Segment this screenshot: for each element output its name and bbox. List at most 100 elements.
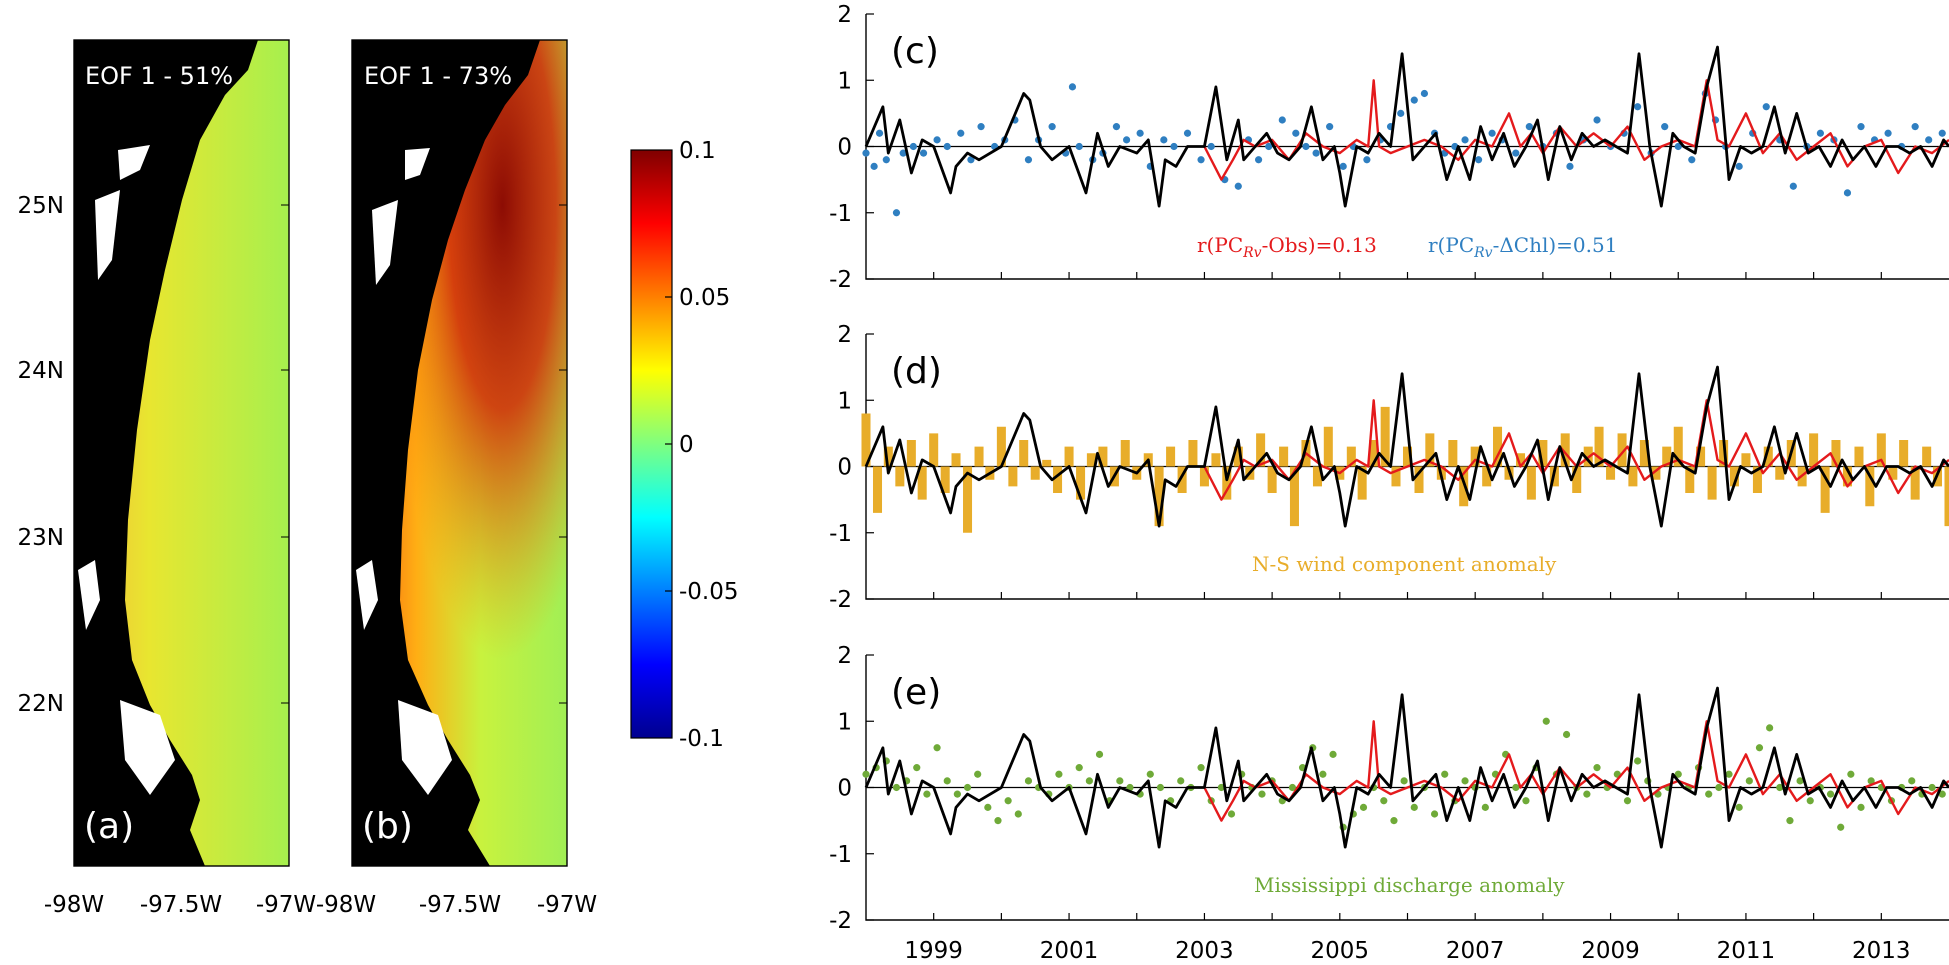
wind-bar: [1256, 433, 1266, 467]
wind-bar: [1482, 466, 1492, 487]
map-a-title: EOF 1 - 51%: [85, 62, 233, 90]
data-point: [1024, 777, 1033, 785]
data-point: [1481, 803, 1489, 811]
lon-tick-label: -97W: [537, 892, 597, 918]
map-a-lagoon-2: [95, 190, 120, 280]
data-point: [1410, 96, 1418, 104]
x-tick-label: 2001: [1040, 938, 1099, 964]
timeseries-panel-e: (e) Mississippi discharge anomaly 2 1 0 -1 -…: [829, 643, 1949, 964]
data-point: [1014, 810, 1022, 818]
data-point: [1816, 129, 1824, 137]
y-tick-label: 0: [837, 776, 852, 802]
wind-bar: [1888, 466, 1898, 480]
map-a-lat-ticks: [74, 204, 289, 704]
pc-line: [864, 45, 1949, 208]
map-b-lagoon-2: [372, 200, 398, 285]
data-point: [943, 777, 951, 785]
wind-bar: [872, 466, 883, 513]
wind-bar: [1402, 446, 1413, 467]
data-point: [984, 803, 992, 811]
wind-bar: [1053, 466, 1063, 493]
data-point: [1136, 129, 1144, 137]
wind-bar: [1594, 426, 1604, 467]
panel-c-blue-annotation: r(PCRv-ΔChl)=0.51: [1428, 233, 1617, 261]
data-point: [1197, 764, 1205, 772]
y-tick-label: -2: [829, 908, 852, 934]
wind-bar: [1729, 466, 1739, 487]
data-point: [943, 142, 951, 151]
data-point: [1911, 123, 1919, 131]
colorbar: 0.1 0.05 0 -0.05 -0.1: [630, 138, 739, 752]
annot-sub: Rv: [1473, 245, 1493, 261]
lat-tick-label: 22N: [18, 691, 64, 717]
data-point: [1075, 142, 1083, 151]
colorbar-tick-label: 0.05: [679, 285, 730, 311]
colorbar-tick-label: -0.1: [679, 726, 724, 752]
timeseries-panel-c: (c) r(PCRv-Obs)=0.13 r(PCRv-ΔChl)=0.51 2…: [829, 2, 1949, 293]
data-point: [1525, 123, 1533, 131]
data-point: [1441, 770, 1449, 778]
y-tick-label: 1: [837, 68, 852, 94]
data-point: [923, 790, 931, 798]
data-point: [1928, 783, 1936, 792]
map-b-lagoon-3: [356, 560, 378, 630]
data-point: [1776, 783, 1784, 792]
data-point: [1762, 103, 1770, 111]
data-point: [1688, 156, 1696, 164]
wind-bar: [1120, 440, 1130, 467]
lon-tick-label: -98W: [316, 892, 376, 918]
wind-bar: [1707, 466, 1717, 500]
wind-bar: [1741, 453, 1751, 467]
wind-bar: [1414, 466, 1424, 493]
data-point: [1146, 770, 1154, 778]
lat-tick-label: 25N: [18, 193, 64, 219]
data-point: [1170, 142, 1178, 151]
y-tick-label: -1: [829, 201, 852, 227]
annot-sub: Rv: [1242, 245, 1262, 261]
lon-tick-label: -97.5W: [419, 892, 501, 918]
wind-bar: [1493, 426, 1503, 467]
y-tick-label: -1: [829, 521, 852, 547]
data-point: [892, 783, 901, 792]
data-point: [1583, 790, 1591, 798]
wind-bar: [1685, 466, 1695, 493]
annot-part: -ΔChl)=0.51: [1493, 233, 1618, 257]
wind-bar: [1516, 453, 1526, 467]
lon-tick-label: -97.5W: [140, 892, 222, 918]
data-point: [875, 129, 884, 137]
pc-line: [864, 365, 1949, 528]
wind-bar: [1752, 466, 1762, 493]
data-point: [1197, 156, 1205, 164]
data-point: [1522, 797, 1530, 805]
data-point: [1705, 790, 1713, 798]
lat-tick-label: 24N: [18, 358, 64, 384]
data-point: [1623, 797, 1632, 805]
data-point: [1512, 783, 1520, 792]
wind-bar: [1922, 446, 1932, 467]
wind-bar: [1842, 466, 1852, 487]
map-a-lagoon: [118, 145, 150, 180]
data-point: [1542, 717, 1550, 725]
y-tick-label: -2: [829, 587, 852, 613]
y-tick-label: 0: [837, 455, 852, 481]
data-point: [1183, 129, 1192, 137]
data-point: [1227, 810, 1236, 818]
data-point: [1789, 182, 1797, 190]
annot-part: -Obs)=0.13: [1262, 233, 1377, 257]
data-point: [1826, 790, 1835, 798]
data-point: [892, 209, 901, 217]
wind-bar: [1323, 426, 1333, 467]
wind-bar: [1820, 466, 1830, 513]
panel-c-letter: (c): [891, 31, 939, 72]
wind-bar: [917, 466, 927, 500]
wind-bar: [1289, 466, 1299, 527]
wind-bar: [1357, 466, 1367, 500]
wind-bar: [1312, 466, 1322, 487]
data-point: [1725, 770, 1733, 778]
map-b-lagoon: [405, 148, 430, 180]
data-point: [1735, 162, 1743, 170]
data-point: [967, 156, 975, 164]
wind-bar: [883, 446, 893, 467]
data-point: [1566, 162, 1574, 170]
wind-bar: [1831, 440, 1841, 467]
